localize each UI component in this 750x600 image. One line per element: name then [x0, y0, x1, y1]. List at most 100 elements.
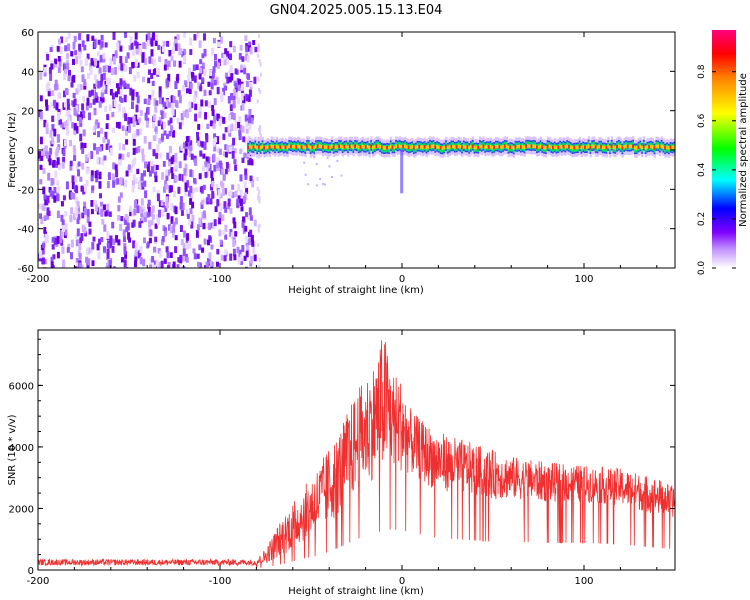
- noise-cell: [196, 253, 200, 259]
- noise-cell: [248, 115, 252, 124]
- noise-cell: [176, 264, 180, 268]
- noise-cell: [100, 127, 103, 134]
- noise-cell: [152, 58, 156, 67]
- band-core: [491, 145, 494, 150]
- noise-cell: [207, 239, 210, 246]
- noise-cell: [53, 99, 56, 106]
- noise-cell: [216, 162, 220, 169]
- noise-cell: [202, 222, 206, 230]
- noise-cell: [43, 227, 47, 234]
- band-core: [372, 145, 375, 150]
- noise-cell: [59, 119, 62, 125]
- noise-cell: [123, 266, 127, 268]
- snr-series-line: [38, 340, 675, 569]
- noise-cell: [122, 63, 126, 71]
- band-core: [350, 144, 353, 149]
- band-core: [566, 144, 569, 148]
- band-core: [605, 146, 608, 150]
- noise-cell: [185, 141, 189, 147]
- band-core: [482, 144, 485, 148]
- noise-cell: [66, 127, 70, 136]
- noise-cell: [212, 38, 216, 44]
- noise-cell: [183, 175, 187, 183]
- band-core: [402, 145, 405, 149]
- noise-cell: [90, 58, 94, 66]
- noise-cell: [109, 89, 113, 96]
- noise-cell: [79, 59, 83, 66]
- colorbar-tick-label: 0.0: [697, 261, 707, 276]
- noise-cell: [93, 109, 97, 116]
- noise-cell: [95, 119, 99, 125]
- noise-cell: [39, 95, 43, 102]
- noise-cell: [257, 242, 260, 247]
- colorbar-ticks: 0.0 0.2 0.4 0.6 0.8: [697, 64, 736, 275]
- noise-cell: [258, 44, 260, 49]
- noise-cell: [258, 59, 261, 63]
- noise-cell: [166, 152, 170, 160]
- noise-cell: [232, 239, 236, 248]
- band-core: [664, 146, 667, 150]
- band-core: [393, 145, 396, 150]
- noise-cell: [245, 94, 249, 102]
- noise-cell: [247, 159, 251, 166]
- noise-cell: [158, 200, 162, 207]
- band-core: [352, 145, 355, 149]
- noise-cell: [59, 46, 63, 55]
- noise-cell: [197, 140, 201, 146]
- noise-cell: [241, 245, 245, 252]
- band-core: [534, 144, 537, 149]
- x-tick-label: -100: [209, 576, 232, 587]
- band-core: [354, 144, 357, 148]
- spectrogram-xlabel: Height of straight line (km): [288, 285, 424, 296]
- noise-cell: [253, 76, 257, 84]
- noise-cell: [50, 261, 54, 268]
- noise-cell: [245, 235, 249, 244]
- noise-cell: [69, 165, 73, 171]
- noise-cell: [246, 244, 250, 251]
- noise-cell: [101, 97, 105, 103]
- noise-cell: [243, 152, 247, 158]
- noise-cell: [100, 34, 104, 41]
- noise-cell: [166, 80, 170, 88]
- band-core: [580, 145, 583, 150]
- noise-cell: [126, 222, 130, 231]
- noise-cell: [193, 75, 197, 83]
- band-core: [527, 144, 530, 148]
- noise-cell: [179, 48, 183, 54]
- noise-cell: [257, 192, 260, 197]
- noise-cell: [132, 50, 136, 56]
- noise-cell: [109, 147, 113, 156]
- noise-cell: [150, 49, 154, 57]
- noise-cell: [57, 67, 61, 74]
- noise-cell: [247, 45, 251, 52]
- noise-cell: [73, 123, 77, 131]
- noise-cell: [199, 67, 203, 74]
- band-core: [594, 145, 598, 150]
- band-core: [525, 144, 528, 148]
- noise-cell: [100, 40, 104, 48]
- band-core: [343, 144, 346, 149]
- noise-cell: [254, 46, 258, 53]
- noise-cell: [256, 177, 259, 181]
- noise-cell: [210, 184, 213, 191]
- noise-cell: [204, 161, 208, 168]
- x-tick-label: 100: [574, 576, 593, 587]
- noise-cell: [81, 40, 85, 47]
- noise-cell: [122, 107, 126, 114]
- band-core: [266, 145, 270, 149]
- noise-cell: [176, 34, 180, 41]
- noise-cell: [143, 170, 146, 177]
- noise-cell: [199, 59, 203, 65]
- noise-cell: [60, 214, 64, 222]
- band-core: [377, 144, 380, 148]
- band-core: [338, 144, 341, 148]
- noise-cell: [131, 184, 135, 193]
- noise-cell: [180, 239, 184, 245]
- band-core: [413, 146, 416, 150]
- band-core: [536, 145, 539, 150]
- noise-cell: [148, 220, 152, 228]
- noise-cell: [123, 259, 127, 268]
- band-core: [568, 145, 571, 149]
- noise-cell: [216, 248, 220, 255]
- noise-cell: [152, 122, 155, 129]
